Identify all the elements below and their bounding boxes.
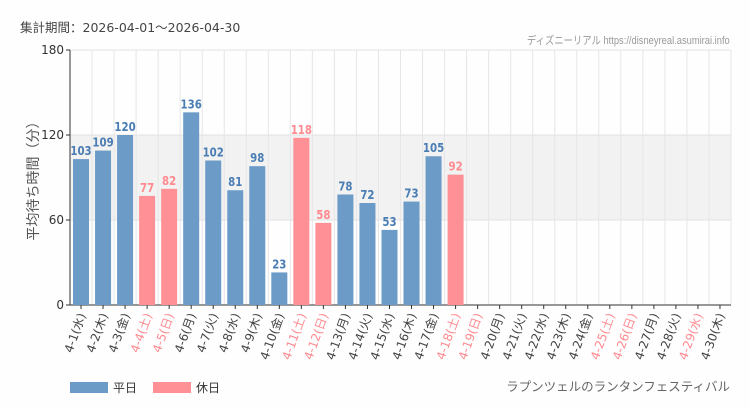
bar <box>227 190 244 305</box>
bar-value-label: 103 <box>70 144 91 158</box>
bar-value-label: 98 <box>250 151 264 165</box>
bar <box>95 150 112 305</box>
legend-holiday[interactable]: 休日 <box>153 379 220 396</box>
legend: 平日 休日 <box>70 379 220 396</box>
legend-weekday-swatch <box>70 382 108 393</box>
bar-value-label: 136 <box>181 98 203 112</box>
bar <box>381 229 398 305</box>
credit-label: ディズニーリアル https://disneyreal.asumirai.inf… <box>527 35 730 47</box>
bar-value-label: 78 <box>338 180 352 194</box>
bar <box>359 203 376 305</box>
bar-value-label: 109 <box>92 136 114 150</box>
bar <box>271 272 288 305</box>
y-tick-label: 0 <box>56 298 64 312</box>
legend-weekday-label: 平日 <box>113 381 138 395</box>
bar-value-label: 72 <box>360 188 374 202</box>
legend-holiday-label: 休日 <box>196 381 221 395</box>
bar-value-label: 23 <box>272 258 286 272</box>
bar-value-label: 102 <box>203 146 224 160</box>
bar <box>293 137 310 305</box>
bar <box>315 222 332 305</box>
y-tick-label: 180 <box>41 43 64 57</box>
bar-value-label: 105 <box>423 141 444 155</box>
bar-value-label: 73 <box>404 187 418 201</box>
y-axis-label: 平均待ち時間（分） <box>26 115 42 241</box>
y-tick-label: 60 <box>49 213 64 227</box>
bar <box>73 159 90 305</box>
legend-holiday-swatch <box>153 382 192 393</box>
bar <box>205 160 222 305</box>
bar <box>337 194 354 305</box>
series-title: ラプンツェルのランタンフェスティバル <box>506 379 730 394</box>
legend-weekday[interactable]: 平日 <box>70 379 137 396</box>
bar <box>139 195 156 305</box>
bar-value-label: 92 <box>448 160 462 174</box>
bar <box>249 166 266 305</box>
y-tick-label: 120 <box>41 128 64 142</box>
bar-value-label: 58 <box>316 208 330 222</box>
bar-value-label: 53 <box>382 215 396 229</box>
bar-value-label: 77 <box>140 181 154 195</box>
bar-value-label: 82 <box>162 174 176 188</box>
bar <box>183 112 200 305</box>
bar-value-label: 120 <box>114 120 136 134</box>
bar <box>447 174 464 305</box>
bar <box>117 135 134 305</box>
bar <box>403 201 420 305</box>
bar <box>161 188 178 305</box>
bar <box>425 156 442 305</box>
period-label: 集計期間：2026-04-01～2026-04-30 <box>20 20 241 35</box>
bar-value-label: 81 <box>228 175 242 189</box>
bar-value-label: 118 <box>291 123 313 137</box>
